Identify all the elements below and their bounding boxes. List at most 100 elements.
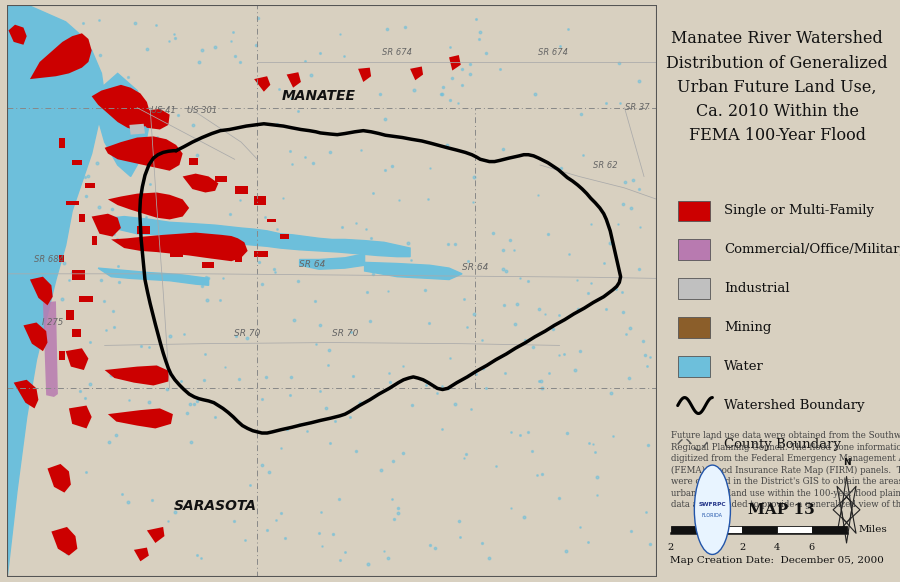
Text: SR 37: SR 37	[626, 104, 650, 112]
Text: SR 674: SR 674	[538, 48, 568, 58]
Text: County Boundary: County Boundary	[724, 438, 841, 451]
Polygon shape	[43, 301, 58, 397]
Polygon shape	[286, 72, 301, 88]
Polygon shape	[86, 183, 95, 188]
FancyBboxPatch shape	[678, 201, 710, 221]
Polygon shape	[66, 348, 88, 370]
Text: 4: 4	[774, 543, 780, 552]
Polygon shape	[8, 24, 27, 45]
Text: Industrial: Industrial	[724, 282, 789, 295]
Polygon shape	[92, 73, 150, 176]
Polygon shape	[23, 322, 48, 351]
FancyBboxPatch shape	[678, 278, 710, 299]
Text: SR 64: SR 64	[300, 260, 326, 269]
Polygon shape	[30, 276, 53, 306]
Text: SR 684: SR 684	[34, 254, 65, 264]
Text: Mining: Mining	[724, 321, 771, 334]
Polygon shape	[777, 526, 812, 533]
Polygon shape	[235, 253, 242, 262]
Text: SARASOTA: SARASOTA	[174, 499, 256, 513]
Text: SR 64: SR 64	[462, 262, 488, 272]
Polygon shape	[215, 176, 228, 182]
Polygon shape	[364, 262, 462, 279]
Polygon shape	[59, 255, 65, 262]
Polygon shape	[254, 76, 270, 92]
Polygon shape	[134, 109, 169, 130]
Polygon shape	[150, 240, 156, 245]
Polygon shape	[98, 217, 410, 257]
Text: FLORIDA: FLORIDA	[702, 513, 723, 518]
Polygon shape	[69, 406, 92, 428]
Polygon shape	[235, 186, 248, 194]
Polygon shape	[14, 380, 39, 409]
Polygon shape	[30, 33, 92, 79]
Polygon shape	[92, 214, 121, 237]
Text: Map Creation Date:  December 05, 2000: Map Creation Date: December 05, 2000	[670, 556, 884, 565]
Text: 2: 2	[668, 543, 674, 552]
Polygon shape	[202, 262, 214, 268]
Text: 6: 6	[809, 543, 814, 552]
Polygon shape	[59, 351, 65, 360]
Text: SR 70: SR 70	[332, 329, 358, 338]
Text: Manatee River Watershed
Distribution of Generalized
Urban Future Land Use,
Ca. 2: Manatee River Watershed Distribution of …	[666, 30, 888, 144]
Polygon shape	[189, 158, 198, 165]
Polygon shape	[104, 365, 169, 385]
Polygon shape	[48, 464, 71, 492]
Polygon shape	[7, 5, 104, 577]
Polygon shape	[134, 548, 148, 561]
Text: Single or Multi-Family: Single or Multi-Family	[724, 204, 874, 217]
Polygon shape	[66, 310, 74, 320]
Polygon shape	[300, 254, 364, 269]
Polygon shape	[72, 270, 85, 279]
Text: N: N	[842, 458, 850, 467]
Polygon shape	[130, 124, 145, 134]
Text: US 41: US 41	[150, 105, 176, 115]
Polygon shape	[92, 236, 97, 245]
Polygon shape	[183, 173, 219, 193]
Polygon shape	[267, 219, 275, 222]
Polygon shape	[112, 233, 248, 261]
Polygon shape	[108, 409, 173, 428]
Polygon shape	[254, 196, 266, 205]
FancyBboxPatch shape	[678, 317, 710, 338]
Text: I 275: I 275	[42, 318, 63, 327]
Polygon shape	[169, 249, 184, 257]
Text: Water: Water	[724, 360, 764, 373]
Polygon shape	[449, 55, 461, 70]
Polygon shape	[280, 234, 289, 239]
Text: US 301: US 301	[187, 105, 217, 115]
Polygon shape	[410, 66, 423, 80]
Polygon shape	[59, 138, 65, 148]
Text: MAP 13: MAP 13	[749, 503, 815, 517]
Circle shape	[694, 465, 731, 555]
Polygon shape	[137, 226, 150, 234]
Polygon shape	[92, 85, 150, 130]
Text: SR 70: SR 70	[234, 329, 261, 338]
Text: Future land use data were obtained from the Southwest Florida
Regional Planning : Future land use data were obtained from …	[670, 431, 900, 509]
Polygon shape	[51, 527, 77, 556]
Text: 2: 2	[739, 543, 745, 552]
FancyBboxPatch shape	[678, 239, 710, 260]
Text: Miles: Miles	[858, 525, 886, 534]
Polygon shape	[147, 527, 165, 543]
Text: SR 62: SR 62	[593, 161, 617, 169]
Polygon shape	[670, 526, 706, 533]
Polygon shape	[254, 251, 267, 257]
Polygon shape	[98, 268, 209, 285]
Polygon shape	[78, 214, 85, 222]
Text: MANATEE: MANATEE	[282, 89, 356, 103]
Polygon shape	[78, 296, 93, 303]
Text: Commercial/Office/Military: Commercial/Office/Military	[724, 243, 900, 256]
Text: SR 674: SR 674	[382, 48, 412, 58]
FancyBboxPatch shape	[678, 356, 710, 377]
Polygon shape	[108, 193, 189, 219]
Polygon shape	[812, 526, 847, 533]
Polygon shape	[72, 160, 82, 165]
Text: SWFRPC: SWFRPC	[698, 502, 726, 506]
Text: Watershed Boundary: Watershed Boundary	[724, 399, 865, 412]
Polygon shape	[358, 68, 371, 82]
Polygon shape	[706, 526, 742, 533]
Text: 0: 0	[704, 543, 710, 552]
Polygon shape	[66, 201, 78, 205]
Polygon shape	[104, 136, 183, 171]
